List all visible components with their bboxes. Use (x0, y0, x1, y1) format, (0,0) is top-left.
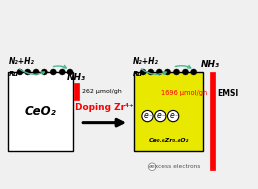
FancyArrowPatch shape (20, 69, 44, 74)
Text: 262 μmol/gh: 262 μmol/gh (82, 89, 121, 94)
Ellipse shape (191, 69, 197, 75)
Ellipse shape (165, 69, 171, 75)
Text: excess electrons: excess electrons (150, 164, 200, 169)
Bar (9, 72, 72, 151)
Bar (134, 72, 203, 151)
Ellipse shape (25, 69, 31, 75)
Ellipse shape (182, 69, 188, 75)
Ellipse shape (140, 69, 146, 75)
Text: Ce₀.₆Zr₀.₄O₂: Ce₀.₆Zr₀.₄O₂ (149, 138, 189, 143)
Text: NH₃: NH₃ (201, 60, 220, 69)
FancyArrowPatch shape (83, 119, 123, 126)
Text: N₂+H₂: N₂+H₂ (9, 57, 35, 66)
Text: e: e (170, 111, 174, 120)
Ellipse shape (173, 69, 180, 75)
Bar (210, 72, 215, 170)
Ellipse shape (50, 69, 56, 75)
Text: Ru: Ru (133, 71, 143, 77)
Text: ⁻: ⁻ (175, 115, 178, 120)
Ellipse shape (59, 69, 65, 75)
Ellipse shape (67, 69, 73, 75)
Ellipse shape (17, 69, 23, 75)
FancyArrowPatch shape (175, 65, 191, 68)
Text: NH₃: NH₃ (66, 73, 85, 82)
FancyArrowPatch shape (53, 65, 66, 68)
Text: e: e (149, 164, 152, 169)
Ellipse shape (148, 69, 154, 75)
FancyArrowPatch shape (141, 69, 166, 74)
Text: EMSI: EMSI (217, 89, 238, 98)
Ellipse shape (33, 69, 39, 75)
Ellipse shape (155, 110, 166, 122)
Text: Doping Zr⁴⁺: Doping Zr⁴⁺ (75, 103, 134, 112)
Ellipse shape (148, 163, 156, 170)
Text: e: e (144, 111, 149, 120)
Ellipse shape (142, 110, 153, 122)
Bar (74, 83, 79, 100)
Text: ⁻: ⁻ (149, 115, 152, 120)
Ellipse shape (167, 110, 179, 122)
Text: Ru: Ru (9, 71, 19, 77)
Ellipse shape (156, 69, 162, 75)
Text: ⁻: ⁻ (162, 115, 165, 120)
Text: CeO₂: CeO₂ (25, 105, 56, 118)
Ellipse shape (41, 69, 47, 75)
Text: N₂+H₂: N₂+H₂ (133, 57, 159, 66)
Text: e: e (157, 111, 162, 120)
Text: 1696 μmol/gh: 1696 μmol/gh (161, 91, 207, 96)
